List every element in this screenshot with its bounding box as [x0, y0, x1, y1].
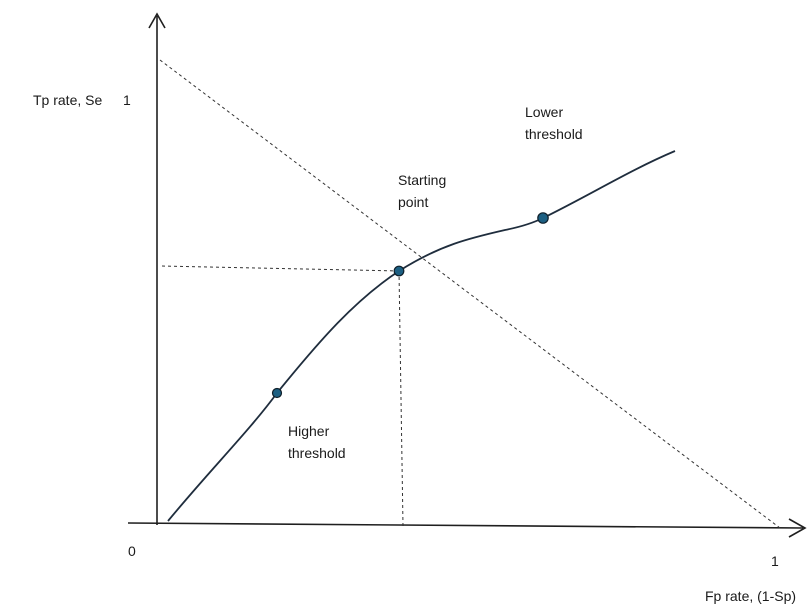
higher-threshold-label: Higher threshold	[288, 423, 346, 461]
x-axis-line	[127, 522, 804, 529]
roc-curve	[167, 150, 676, 522]
threshold-points	[271, 212, 549, 399]
starting-point-vertical-guide	[398, 270, 404, 527]
y-axis-label: Tp rate, Se	[33, 92, 102, 108]
origin-label: 0	[128, 543, 136, 559]
y-axis-arrowhead	[148, 12, 166, 29]
lower-threshold-label: Lower threshold	[525, 104, 583, 142]
higher-threshold-point	[271, 387, 283, 399]
chance-diagonal-line	[159, 59, 781, 529]
y-axis-max-tick: 1	[123, 92, 131, 108]
lower-threshold-point	[537, 212, 549, 224]
x-axis-label: Fp rate, (1-Sp)	[705, 588, 796, 604]
starting-point-horizontal-guide	[161, 265, 400, 272]
curve-annotations: Starting point Lower threshold Higher th…	[288, 104, 583, 461]
x-axis-max-tick: 1	[771, 553, 779, 569]
axis-labels: Tp rate, Se 1 0 1 Fp rate, (1-Sp)	[33, 92, 796, 604]
x-axis-arrowhead	[788, 518, 807, 538]
starting-point-label: Starting point	[398, 172, 450, 210]
starting-point-marker	[393, 265, 405, 277]
axes	[127, 12, 807, 538]
guide-lines	[159, 59, 781, 529]
